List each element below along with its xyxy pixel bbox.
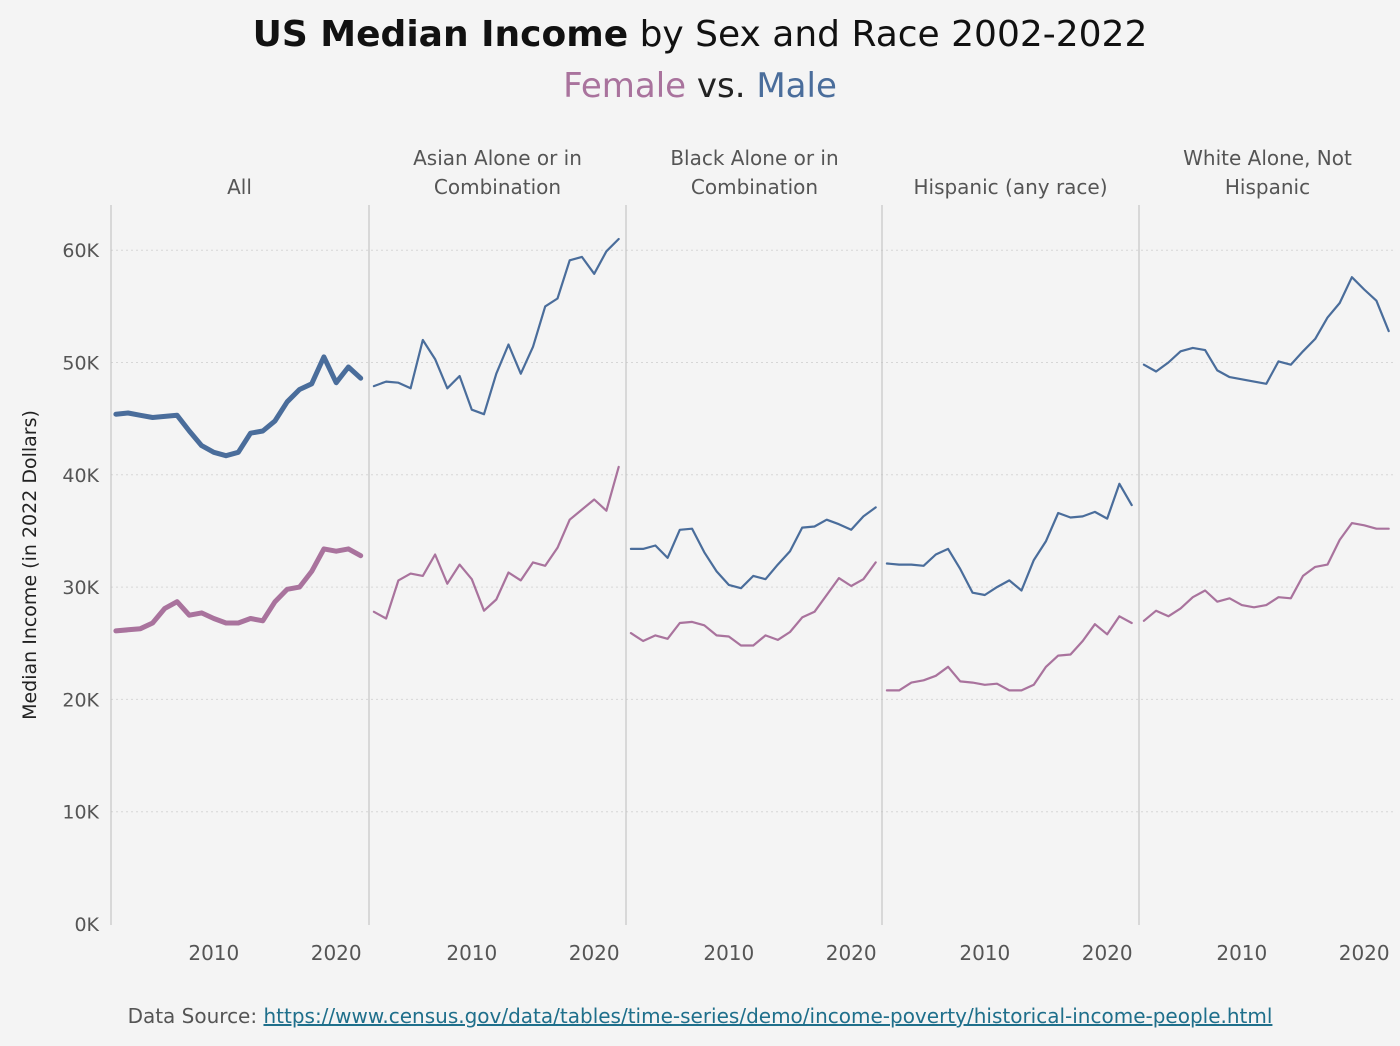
y-axis-label: Median Income (in 2022 Dollars) xyxy=(19,410,41,720)
x-tick-label: 2010 xyxy=(188,941,239,965)
x-tick-label: 2010 xyxy=(959,941,1010,965)
y-tick-label: 30K xyxy=(62,577,99,599)
series-line-male xyxy=(885,482,1133,597)
chart-title-bold: US Median Income xyxy=(252,14,629,55)
x-tick-label: 2020 xyxy=(826,941,877,965)
x-tick-label: 2010 xyxy=(446,941,497,965)
series-line-female xyxy=(372,465,620,620)
series-line-female xyxy=(1142,521,1390,622)
series-line-female xyxy=(885,615,1133,692)
y-tick-label: 10K xyxy=(62,802,99,824)
x-tick-label: 2020 xyxy=(311,941,362,965)
y-tick-label: 40K xyxy=(62,465,99,487)
panel-title: White Alone, Not Hispanic xyxy=(1183,146,1352,199)
chart-title: US Median Income by Sex and Race 2002-20… xyxy=(0,14,1400,55)
chart-subtitle: Female vs. Male xyxy=(0,66,1400,106)
series-line-female xyxy=(113,546,364,634)
series-line-male xyxy=(113,354,364,459)
y-tick-label: 0K xyxy=(74,914,99,936)
series-line-male xyxy=(372,237,620,416)
x-tick-label: 2020 xyxy=(1082,941,1133,965)
panel-title: All xyxy=(227,175,252,199)
x-tick-label: 2020 xyxy=(569,941,620,965)
panel-title: Hispanic (any race) xyxy=(913,175,1107,199)
y-tick-label: 60K xyxy=(62,240,99,262)
x-tick-label: 2010 xyxy=(703,941,754,965)
data-source: Data Source: https://www.census.gov/data… xyxy=(0,1004,1400,1028)
series-line-male xyxy=(1142,276,1390,385)
data-source-label: Data Source: xyxy=(127,1004,264,1028)
panel-title: Black Alone or in Combination xyxy=(670,146,838,199)
subtitle-vs: vs. xyxy=(686,66,757,106)
y-tick-label: 50K xyxy=(62,353,99,375)
x-tick-label: 2020 xyxy=(1339,941,1390,965)
y-tick-label: 20K xyxy=(62,689,99,711)
data-source-link[interactable]: https://www.census.gov/data/tables/time-… xyxy=(263,1004,1273,1028)
panel-title: Asian Alone or in Combination xyxy=(413,146,582,199)
series-line-female xyxy=(629,561,877,647)
subtitle-male: Male xyxy=(756,66,837,106)
series-line-male xyxy=(629,506,877,590)
x-tick-label: 2010 xyxy=(1216,941,1267,965)
chart-title-rest: by Sex and Race 2002-2022 xyxy=(628,14,1148,55)
subtitle-female: Female xyxy=(563,66,687,106)
